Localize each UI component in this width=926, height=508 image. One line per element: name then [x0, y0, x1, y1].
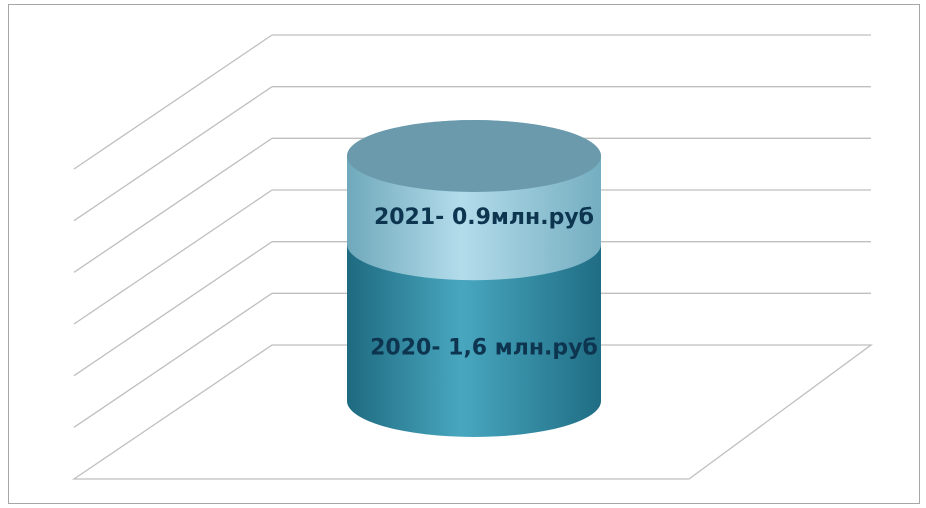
side-gridline: [73, 292, 273, 428]
data-labels: 2020- 1,6 млн.руб 2021- 0.9млн.руб: [370, 205, 598, 361]
side-gridline: [73, 241, 273, 377]
stacked-cylinder-chart: 2020- 1,6 млн.руб 2021- 0.9млн.руб: [71, 34, 873, 480]
floor-plane: [71, 344, 873, 480]
data-label: 2020- 1,6 млн.руб: [370, 336, 598, 361]
side-gridline: [73, 137, 273, 273]
data-label: 2021- 0.9млн.руб: [374, 205, 594, 230]
bar-top-cap: [347, 120, 601, 192]
bars: [347, 120, 601, 437]
side-gridline: [73, 86, 273, 222]
side-gridline: [73, 189, 273, 325]
side-gridline: [73, 34, 273, 170]
chart-frame: 2020- 1,6 млн.руб 2021- 0.9млн.руб: [8, 4, 920, 504]
